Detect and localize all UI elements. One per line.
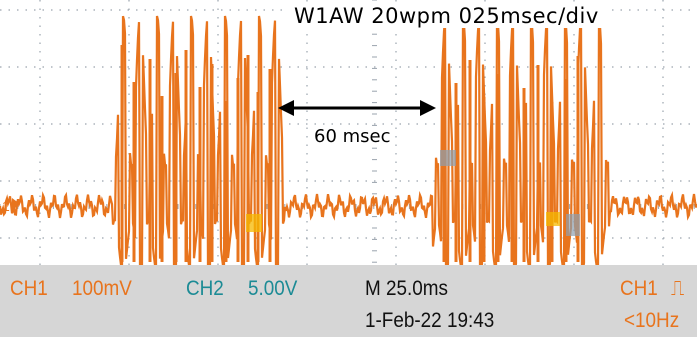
ch1-label: CH1 bbox=[10, 277, 48, 300]
span-arrow bbox=[278, 100, 436, 116]
trigger-edge-icon: ⎍ bbox=[671, 277, 685, 300]
capture-caption: W1AW 20wpm 025msec/div bbox=[288, 4, 605, 28]
highlight-mark bbox=[546, 212, 560, 226]
ch2-scale: 5.00V bbox=[248, 277, 298, 300]
highlight-mark bbox=[246, 214, 262, 232]
ch2-label: CH2 bbox=[186, 277, 224, 300]
trace-highlights bbox=[246, 150, 580, 236]
waveform-plot: 1 bbox=[0, 0, 697, 265]
ch1-ground-arrow bbox=[12, 198, 20, 210]
trigger-frequency: <10Hz bbox=[624, 309, 680, 332]
ch1-scale: 100mV bbox=[72, 277, 132, 300]
waveform-screen: 1 W1AW 20wpm 025msec/div 60 msec bbox=[0, 0, 697, 265]
trigger-source: CH1 bbox=[620, 277, 658, 300]
status-bar: CH1 100mV CH2 5.00V M 25.0ms CH1 ⎍ 1-Feb… bbox=[0, 265, 697, 337]
ch1-ground-marker: 1 bbox=[2, 198, 10, 214]
timebase: M 25.0ms bbox=[365, 277, 448, 300]
span-label: 60 msec bbox=[312, 126, 393, 147]
grey-mark bbox=[440, 150, 456, 166]
grey-mark bbox=[566, 214, 580, 236]
datetime: 1-Feb-22 19:43 bbox=[365, 309, 495, 332]
